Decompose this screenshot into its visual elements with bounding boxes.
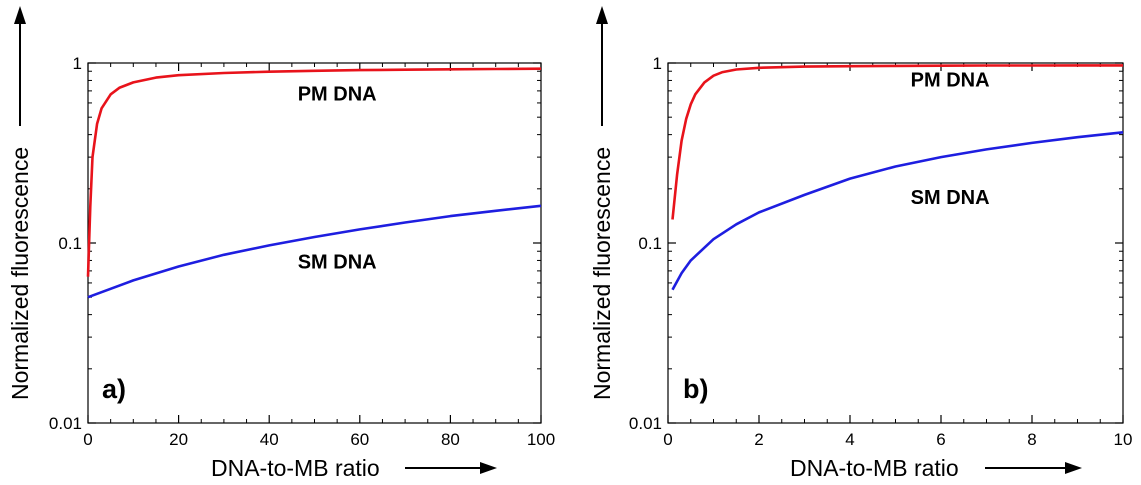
y-axis-arrow-a — [14, 6, 26, 126]
y-axis-label-a: Normalized fluorescence — [7, 147, 33, 400]
panel-b: 0 2 4 6 8 10 0.01 0.1 1 b) PM DNA SM DNA DNA-to-… — [589, 6, 1132, 481]
y-tick-label: 1 — [653, 54, 662, 73]
axis-ticks-a: 0 20 40 60 80 100 0.01 0.1 1 — [49, 54, 555, 449]
plot-frame-a — [87, 62, 542, 424]
x-tick-label: 2 — [754, 430, 763, 449]
series-label-pm-a: PM DNA — [298, 83, 377, 105]
series-label-sm-b: SM DNA — [911, 187, 990, 209]
x-tick-label: 8 — [1027, 430, 1036, 449]
x-tick-label: 40 — [260, 430, 279, 449]
panel-a: 0 20 40 60 80 100 0.01 0.1 1 a) PM DNA SM DNA DN… — [7, 6, 555, 481]
x-tick-label: 4 — [845, 430, 854, 449]
x-tick-label: 20 — [169, 430, 188, 449]
y-tick-label: 0.01 — [49, 414, 82, 433]
pm-dna-line — [671, 64, 1123, 220]
x-tick-label: 0 — [663, 430, 672, 449]
y-axis-label-b: Normalized fluorescence — [589, 147, 615, 400]
pm-dna-line — [86, 67, 542, 277]
x-tick-label: 80 — [441, 430, 460, 449]
x-axis-arrow-a — [405, 462, 497, 474]
sm-dna-line — [87, 204, 542, 299]
x-tick-label: 10 — [1114, 430, 1133, 449]
y-axis-arrow-b — [596, 6, 608, 126]
x-axis-arrow-b — [985, 462, 1082, 474]
y-tick-label: 0.1 — [58, 234, 82, 253]
y-tick-label: 0.1 — [638, 234, 662, 253]
x-tick-label: 100 — [527, 430, 555, 449]
plot-frame-b — [667, 62, 1124, 424]
series-label-pm-b: PM DNA — [911, 70, 990, 92]
sm-dna-line — [671, 131, 1124, 291]
x-tick-label: 0 — [83, 430, 92, 449]
series-group-b — [671, 64, 1124, 291]
series-group-a — [86, 67, 542, 299]
panel-label-a: a) — [102, 374, 126, 404]
x-axis-label-a: DNA-to-MB ratio — [211, 455, 380, 481]
panel-label-b: b) — [683, 374, 708, 404]
x-tick-label: 60 — [350, 430, 369, 449]
y-tick-label: 1 — [73, 54, 82, 73]
series-label-sm-a: SM DNA — [298, 252, 377, 274]
x-tick-label: 6 — [936, 430, 945, 449]
x-axis-label-b: DNA-to-MB ratio — [790, 455, 959, 481]
y-tick-label: 0.01 — [629, 414, 662, 433]
